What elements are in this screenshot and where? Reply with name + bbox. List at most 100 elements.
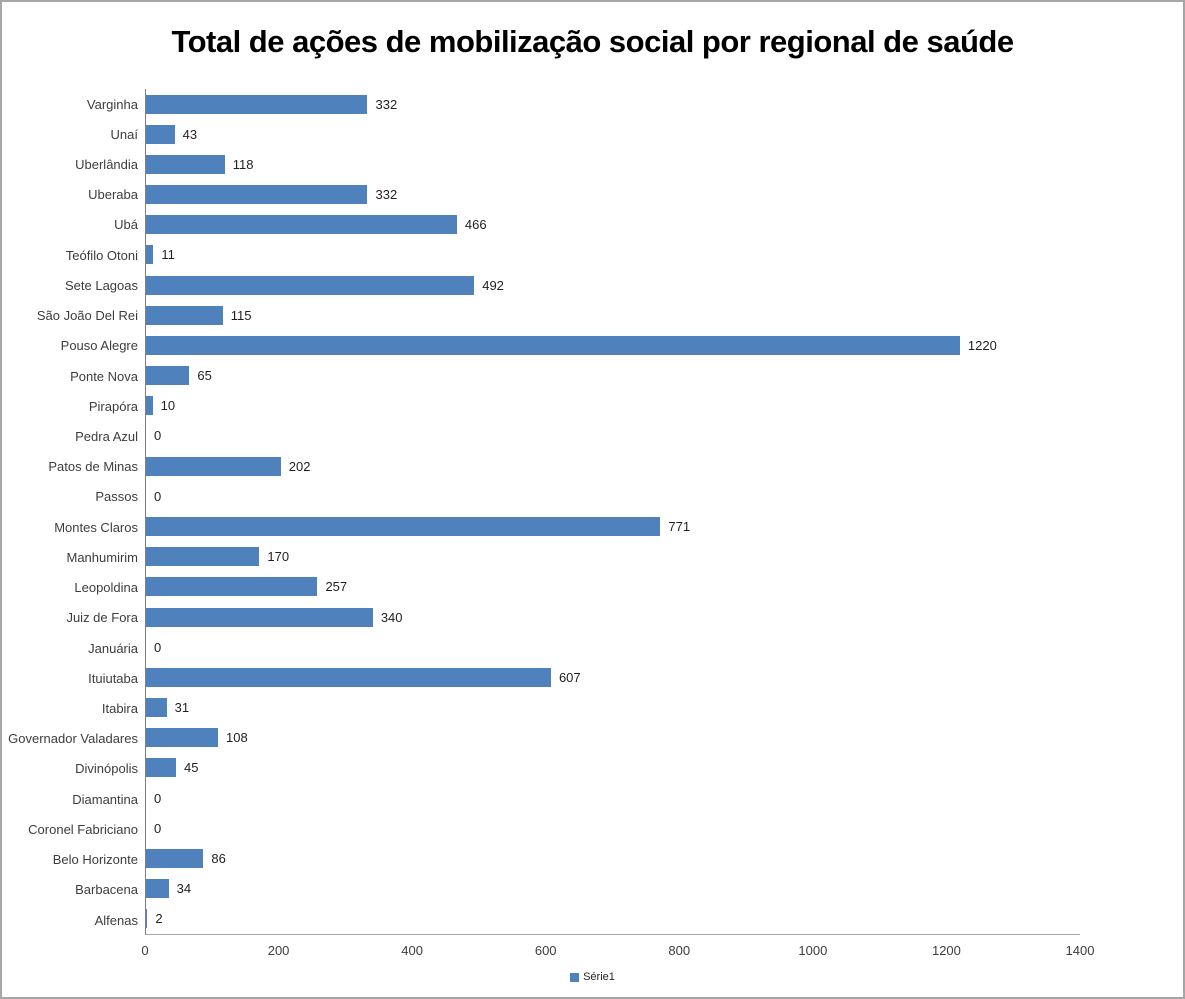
value-label: 34	[176, 881, 192, 897]
category-label: Leopoldina	[74, 580, 138, 596]
value-label: 108	[226, 730, 248, 746]
bar-row: 0	[146, 632, 1080, 662]
value-label: 118	[232, 156, 254, 172]
category-label: Uberlândia	[75, 157, 138, 173]
category-label: Divinópolis	[75, 761, 138, 777]
bar-row: 332	[146, 89, 1080, 119]
category-label: Diamantina	[72, 791, 138, 807]
bar-row: 257	[146, 572, 1080, 602]
legend: Série1	[2, 971, 1183, 983]
bar-row: 340	[146, 602, 1080, 632]
value-label: 340	[380, 609, 403, 625]
category-label: Pedra Azul	[75, 429, 138, 445]
bar-row: 118	[146, 149, 1080, 179]
plot-area: 332 43 118 332 466 11 492 115 1220 65 10 0 202 0 771 17…	[145, 89, 1080, 935]
category-label: Barbacena	[75, 882, 138, 898]
legend-swatch	[570, 972, 580, 982]
category-label: Governador Valadares	[8, 731, 138, 747]
x-tick-label: 1000	[798, 943, 828, 958]
value-label: 0	[154, 820, 162, 836]
bar	[146, 879, 169, 899]
bar	[146, 667, 551, 687]
x-tick-label: 600	[534, 943, 557, 958]
bar-row: 771	[146, 511, 1080, 541]
bar	[146, 366, 190, 386]
category-label: Unaí	[110, 126, 138, 142]
category-label: Pirapóra	[88, 398, 138, 414]
category-label: Itabira	[101, 700, 138, 716]
value-label: 257	[325, 579, 348, 595]
value-label: 0	[154, 428, 162, 444]
legend-label: Série1	[583, 971, 615, 983]
bar-row: 170	[146, 542, 1080, 572]
bar-row: 332	[146, 180, 1080, 210]
bar	[146, 698, 167, 718]
category-label: Ituiutaba	[88, 670, 138, 686]
value-label: 65	[197, 368, 212, 384]
category-label: Montes Claros	[54, 519, 138, 535]
bar	[146, 185, 368, 205]
bar	[146, 758, 177, 778]
value-label: 31	[174, 700, 190, 716]
value-label: 43	[182, 126, 198, 142]
bar-row: 115	[146, 300, 1080, 330]
bar	[146, 124, 175, 144]
x-tick-label: 200	[267, 943, 290, 958]
value-label: 45	[184, 760, 199, 776]
category-label: Varginha	[86, 96, 138, 112]
category-label: São João Del Rei	[36, 308, 138, 324]
value-label: 115	[230, 307, 252, 323]
category-label: Ponte Nova	[70, 368, 138, 384]
category-label: Uberaba	[88, 187, 138, 203]
x-tick-label: 0	[141, 943, 149, 958]
value-label: 466	[464, 217, 487, 233]
bar-row: 0	[146, 813, 1080, 843]
bar-row: 11	[146, 240, 1080, 270]
bar	[146, 275, 475, 295]
bar-row: 34	[146, 873, 1080, 903]
value-label: 1220	[967, 337, 997, 353]
bar	[146, 848, 204, 868]
value-label: 0	[154, 639, 162, 655]
bar-row: 0	[146, 421, 1080, 451]
bar-row: 0	[146, 783, 1080, 813]
bar	[146, 547, 260, 567]
category-label: Januária	[88, 640, 138, 656]
bar	[146, 909, 148, 929]
bar	[146, 728, 219, 748]
bar	[146, 94, 368, 114]
category-label: Manhumirim	[66, 549, 138, 565]
x-tick-label: 400	[401, 943, 423, 958]
value-label: 332	[375, 187, 398, 203]
x-tick-label: 800	[668, 943, 691, 958]
bar	[146, 245, 154, 265]
bar	[146, 305, 223, 325]
bar-row: 0	[146, 481, 1080, 511]
category-label: Ubá	[114, 217, 138, 233]
value-label: 10	[160, 398, 176, 414]
bar-row: 31	[146, 692, 1080, 722]
value-label: 492	[482, 277, 504, 293]
bar	[146, 215, 457, 235]
value-label: 0	[154, 790, 162, 806]
bar-row: 65	[146, 361, 1080, 391]
category-label: Belo Horizonte	[52, 852, 138, 868]
bar-row: 607	[146, 662, 1080, 692]
bar	[146, 154, 225, 174]
category-label: Coronel Fabriciano	[28, 821, 138, 837]
category-label: Teófilo Otoni	[65, 247, 138, 263]
category-axis: Varginha Unaí Uberlândia Uberaba Ubá Teófilo …	[2, 89, 138, 935]
value-label: 86	[211, 850, 226, 866]
bar	[146, 516, 661, 536]
value-label: 2	[155, 911, 163, 927]
x-axis: 0 200 400 600 800 1000 1200 1400	[141, 943, 1094, 959]
bar-row: 466	[146, 210, 1080, 240]
bar-row: 202	[146, 451, 1080, 481]
value-label: 202	[288, 458, 311, 474]
value-label: 0	[154, 488, 162, 504]
bar-row: 108	[146, 723, 1080, 753]
bar	[146, 456, 281, 476]
bar	[146, 335, 960, 355]
bar-row: 10	[146, 391, 1080, 421]
bar-row: 2	[146, 904, 1080, 934]
